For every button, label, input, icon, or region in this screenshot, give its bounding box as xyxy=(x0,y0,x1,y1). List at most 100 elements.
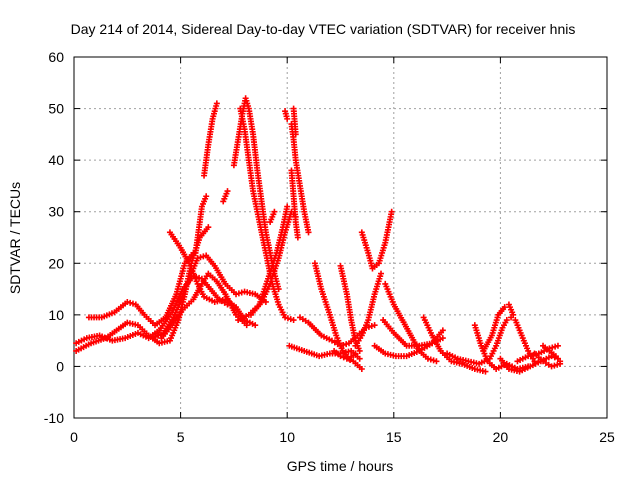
series-arc-24 xyxy=(358,208,395,272)
data-point xyxy=(424,355,431,362)
y-tick-label: 40 xyxy=(48,152,64,168)
series-arc-17 xyxy=(288,167,301,241)
plot-border xyxy=(73,56,608,419)
data-point xyxy=(305,229,312,236)
data-point xyxy=(243,322,250,329)
data-point xyxy=(287,316,294,323)
data-point xyxy=(292,131,299,138)
x-tick-label: 15 xyxy=(386,429,402,445)
data-point xyxy=(238,289,245,296)
data-point xyxy=(549,344,556,351)
x-tick-label: 5 xyxy=(177,429,185,445)
y-tick-label: 10 xyxy=(48,307,64,323)
series-arc-26 xyxy=(352,270,385,349)
chart-title: Day 214 of 2014, Sidereal Day-to-day VTE… xyxy=(71,21,576,37)
y-tick-label: 20 xyxy=(48,255,64,271)
data-point xyxy=(196,274,203,281)
data-point xyxy=(343,355,350,362)
series-arc-6 xyxy=(158,270,250,342)
series-arc-14 xyxy=(267,208,278,226)
series-arc-7 xyxy=(201,100,220,179)
data-point xyxy=(197,254,204,261)
data-point xyxy=(294,234,301,241)
data-point xyxy=(554,342,561,349)
data-point xyxy=(205,224,212,231)
series-arc-28 xyxy=(380,317,446,349)
x-tick-labels: 0 5 10 15 20 25 xyxy=(70,429,615,445)
data-point xyxy=(203,193,210,200)
data-point xyxy=(235,290,242,297)
data-point xyxy=(213,100,220,107)
data-point xyxy=(284,115,291,122)
data-point xyxy=(510,311,517,318)
data-point xyxy=(290,317,297,324)
y-tick-labels: -10 0 10 20 30 40 50 60 xyxy=(44,49,64,426)
data-point xyxy=(551,362,558,369)
data-point xyxy=(439,327,446,334)
series-arc-21 xyxy=(296,314,378,349)
series-arc-20 xyxy=(311,260,359,362)
series-arc-35 xyxy=(531,350,564,370)
y-tick-label: 0 xyxy=(56,358,64,374)
data-point xyxy=(129,300,136,307)
series-arc-15 xyxy=(282,108,291,122)
data-point xyxy=(482,368,489,375)
data-point xyxy=(358,366,365,373)
series-arc-36 xyxy=(540,342,564,365)
axes xyxy=(73,56,608,419)
series-arc-16 xyxy=(288,121,312,236)
data-points xyxy=(73,95,564,375)
data-point xyxy=(554,361,561,368)
data-point xyxy=(439,335,446,342)
data-point xyxy=(430,357,437,364)
x-axis-label: GPS time / hours xyxy=(287,458,394,474)
data-point xyxy=(343,341,350,348)
series-arc-1 xyxy=(73,273,231,347)
data-point xyxy=(347,356,354,363)
data-point xyxy=(356,355,363,362)
data-point xyxy=(368,323,375,330)
data-point xyxy=(371,322,378,329)
x-tick-label: 20 xyxy=(493,429,509,445)
series-arc-9 xyxy=(220,188,231,205)
data-point xyxy=(388,208,395,215)
data-point xyxy=(127,299,134,306)
data-point xyxy=(352,350,359,357)
data-point xyxy=(233,291,240,298)
data-point xyxy=(427,356,434,363)
series-arc-25 xyxy=(382,280,440,365)
data-point xyxy=(337,342,344,349)
data-point xyxy=(551,354,558,361)
data-point xyxy=(284,203,291,210)
y-axis-label: SDTVAR / TECUs xyxy=(7,182,23,294)
data-point xyxy=(284,315,291,322)
data-point xyxy=(340,341,347,348)
data-point xyxy=(271,208,278,215)
data-point xyxy=(433,358,440,365)
x-tick-label: 25 xyxy=(599,429,615,445)
data-point xyxy=(557,358,564,365)
series-arc-18 xyxy=(290,105,299,138)
data-point xyxy=(337,353,344,360)
y-tick-label: 50 xyxy=(48,101,64,117)
data-point xyxy=(124,298,131,305)
data-point xyxy=(200,253,207,260)
data-point xyxy=(378,270,385,277)
series-arc-22 xyxy=(337,262,363,354)
data-point xyxy=(252,322,259,329)
data-point xyxy=(282,314,289,321)
data-point xyxy=(224,188,231,195)
y-tick-label: 60 xyxy=(48,49,64,65)
data-point xyxy=(194,255,201,262)
y-tick-label: -10 xyxy=(44,410,64,426)
y-tick-label: 30 xyxy=(48,204,64,220)
x-tick-label: 0 xyxy=(70,429,78,445)
series-arc-2 xyxy=(85,249,197,329)
data-point xyxy=(552,343,559,350)
data-point xyxy=(503,317,510,324)
data-point xyxy=(356,347,363,354)
x-tick-label: 10 xyxy=(279,429,295,445)
data-point xyxy=(548,363,555,370)
series-arc-8 xyxy=(192,193,210,256)
